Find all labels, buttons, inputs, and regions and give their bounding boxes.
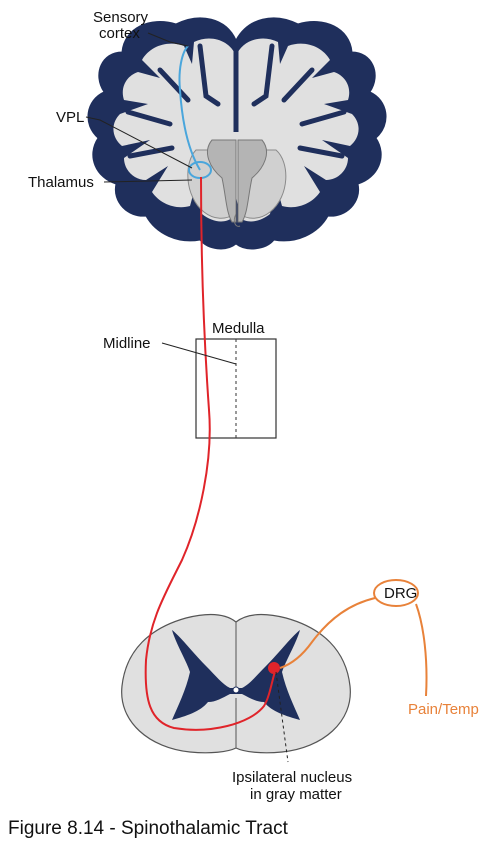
- sensory-cortex-leader: [147, 32, 189, 47]
- afferent-fiber-to-cord: [279, 597, 376, 669]
- ipsilateral-nucleus-cell: [268, 662, 280, 674]
- figure-caption: Figure 8.14 - Spinothalamic Tract: [8, 818, 288, 839]
- drg-ganglion: [373, 579, 419, 607]
- thalamocortical-fiber: [178, 45, 201, 171]
- spinothalamic-fiber: [144, 176, 277, 731]
- afferent-fiber-peripheral: [415, 603, 428, 697]
- spinal-cord-section: [121, 613, 351, 754]
- vpl-label: VPL: [56, 109, 84, 126]
- lateral-ventricle-left: [207, 139, 237, 223]
- sensory-cortex-line2: cortex: [99, 25, 140, 42]
- lateral-ventricle-right: [237, 139, 267, 223]
- brain-coronal-section: [87, 17, 387, 250]
- spinothalamic-tract: [144, 176, 280, 731]
- sensory-cortex-label: Sensory: [93, 9, 149, 26]
- drg-label: DRG: [384, 585, 417, 602]
- central-canal: [232, 686, 240, 694]
- medulla-label: Medulla: [212, 320, 265, 337]
- pain-temp-label: Pain/Temp: [408, 701, 479, 718]
- sensory-cortex-line1: Sensory: [93, 9, 149, 26]
- third-ventricle: [233, 213, 241, 227]
- sensory-cortex-label-2: cortex: [99, 25, 140, 42]
- vpl-leader: [85, 116, 193, 169]
- leader-lines: [85, 32, 289, 763]
- thalamus-label: Thalamus: [28, 174, 94, 191]
- midline-label: Midline: [103, 335, 151, 352]
- ipsilateral-label-line1: Ipsilateral nucleus: [232, 769, 352, 786]
- primary-afferent: [279, 579, 428, 697]
- midline-leader: [161, 342, 237, 365]
- sulci: [125, 43, 347, 159]
- ipsilateral-label-line2: in gray matter: [250, 786, 342, 803]
- thalamus-leader: [103, 179, 193, 183]
